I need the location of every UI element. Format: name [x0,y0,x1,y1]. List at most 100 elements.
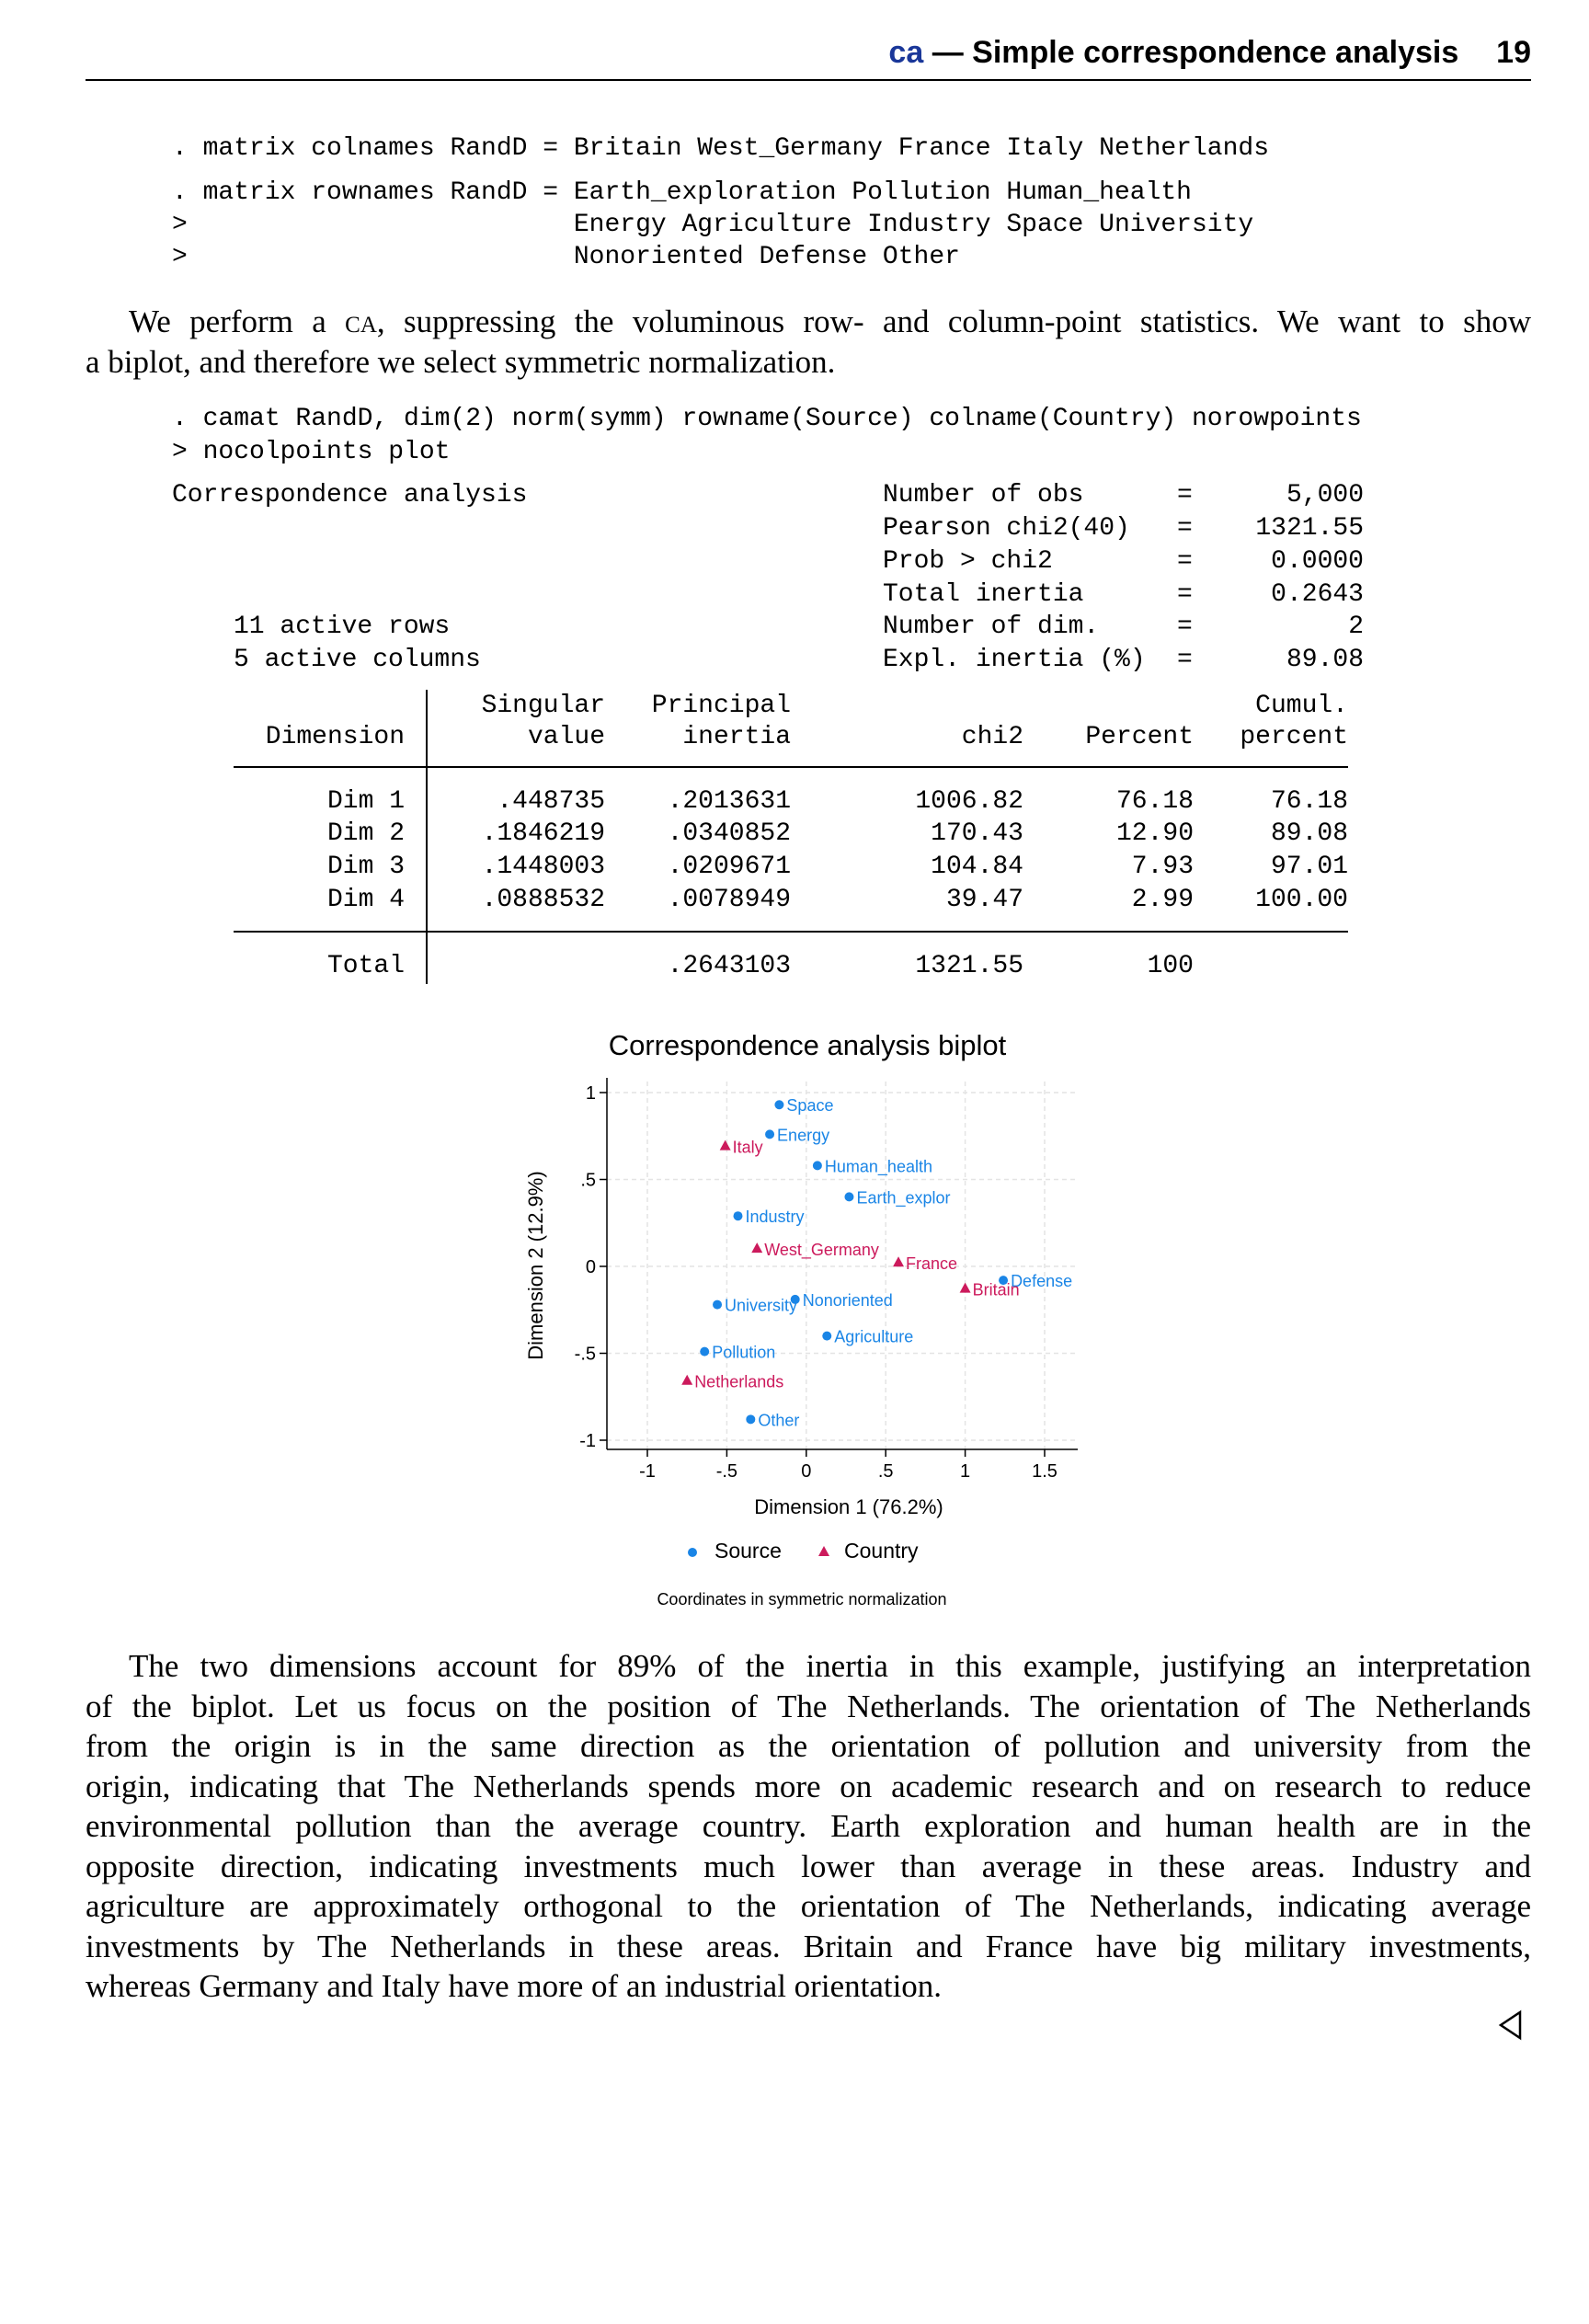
table-cell: Dim 2 [326,819,405,848]
table-total-cell: Total [326,952,405,980]
active-rows: 11 active rows [234,612,451,641]
table-rule [234,766,1348,768]
active-columns: 5 active columns [234,646,481,674]
table-cell: 12.90 [1115,819,1194,848]
table-header-cell: Principal [651,692,791,720]
stat-equals: = [1177,612,1193,641]
table-cell: 76.18 [1115,787,1194,816]
paragraph-line: from the origin is in the same direction… [86,1728,1531,1764]
y-tick-label: 1 [586,1083,596,1104]
source-point [774,1100,784,1110]
x-tick-label: 1.5 [1032,1461,1057,1482]
code-line: > nocolpoints plot [172,438,451,466]
x-tick-label: -.5 [716,1461,737,1482]
x-tick-label: 0 [801,1461,811,1482]
source-point-label: Pollution [712,1344,775,1362]
code-line: . camat RandD, dim(2) norm(symm) rowname… [172,405,1362,433]
x-tick-label: 1 [960,1461,970,1482]
header-command-link[interactable]: ca [888,35,924,70]
stat-equals: = [1177,514,1193,543]
table-cell: 97.01 [1270,853,1348,881]
stat-label: Number of dim. [883,612,1100,641]
source-point [765,1129,775,1139]
stat-equals: = [1177,580,1193,609]
table-cell: .1448003 [481,853,605,881]
table-header-cell: Dimension [265,723,405,751]
source-point-label: Space [786,1096,833,1115]
stat-equals: = [1177,547,1193,576]
table-header-cell: inertia [682,723,791,751]
table-cell: 2.99 [1131,886,1194,914]
biplot-chart: Correspondence analysis biplot -1 -.5 0 .5 1 1… [524,1029,1078,1608]
table-cell: .1846219 [481,819,605,848]
paragraph-line: agriculture are approximately orthogonal… [86,1888,1531,1924]
source-point-label: Industry [745,1208,804,1226]
y-axis-label: Dimension 2 (12.9%) [524,1171,547,1359]
output-title: Correspondence analysis [172,481,528,509]
stat-label: Expl. inertia (%) [883,646,1146,674]
source-point-label: University [725,1297,797,1315]
stat-value: 2 [1348,612,1364,641]
stat-value: 5,000 [1286,481,1364,509]
code-line: . matrix colnames RandD = Britain West_G… [172,134,1269,163]
country-point-label: Italy [733,1139,763,1157]
stat-value: 1321.55 [1255,514,1364,543]
table-total-cell: 1321.55 [915,952,1023,980]
source-point [733,1211,743,1221]
running-header: ca — Simple correspondence analysis 19 [86,33,1531,81]
code-line: . matrix rownames RandD = Earth_explorat… [172,178,1192,207]
stat-label: Number of obs [883,481,1084,509]
table-header-cell: Cumul. [1255,692,1348,720]
table-cell: Dim 4 [326,886,405,914]
table-cell: .2013631 [667,787,791,816]
table-cell: 170.43 [931,819,1023,848]
stat-label: Prob > chi2 [883,547,1053,576]
y-tick-label: -.5 [575,1345,596,1365]
stat-equals: = [1177,481,1193,509]
table-cell: Dim 1 [326,787,405,816]
paragraph-line: origin, indicating that The Netherlands … [86,1768,1531,1804]
source-point-label: Other [758,1411,799,1429]
source-point [746,1414,756,1425]
paragraph-line: opposite direction, indicating investmen… [86,1848,1531,1884]
source-point [812,1161,822,1171]
legend-source-marker [688,1548,697,1557]
country-point [959,1282,971,1293]
table-header-cell: Percent [1085,723,1194,751]
source-point-label: Agriculture [834,1328,913,1346]
table-header-cell: Singular [481,692,605,720]
table-header-cell: chi2 [961,723,1023,751]
header-title: — Simple correspondence analysis [932,35,1459,70]
conclusion-paragraph: The two dimensions account for 89% of th… [86,1646,1531,2007]
source-point-label: Earth_explor [856,1188,950,1208]
table-rule [234,931,1348,933]
source-point [790,1294,800,1304]
country-point-label: France [906,1254,957,1273]
paragraph-line: environmental pollution than the average… [86,1808,1531,1844]
country-point-label: West_Germany [764,1241,879,1260]
table-cell: .448735 [497,787,605,816]
table-total-cell: 100 [1147,952,1194,980]
y-tick-label: 0 [586,1257,596,1277]
table-cell: 89.08 [1270,819,1348,848]
source-point [999,1276,1009,1286]
legend-country-marker [818,1546,829,1556]
source-point-label: Human_health [825,1157,932,1176]
table-cell: 7.93 [1131,853,1194,881]
source-point-label: Nonoriented [803,1291,893,1310]
x-axis-label: Dimension 1 (76.2%) [754,1495,943,1518]
table-cell: 100.00 [1255,886,1348,914]
country-point [719,1139,731,1151]
chart-note: Coordinates in symmetric normalization [657,1590,946,1608]
legend-source-label: Source [714,1539,782,1563]
page-number: 19 [1496,35,1531,70]
code-line: > Nonoriented Defense Other [172,243,960,271]
stat-label: Total inertia [883,580,1084,609]
table-cell: 39.47 [945,886,1023,914]
source-point-label: Defense [1011,1272,1072,1290]
code-line: > Energy Agriculture Industry Space Univ… [172,211,1254,239]
table-cell: 76.18 [1270,787,1348,816]
x-tick-label: -1 [639,1461,656,1482]
table-total-cell: .2643103 [667,952,791,980]
